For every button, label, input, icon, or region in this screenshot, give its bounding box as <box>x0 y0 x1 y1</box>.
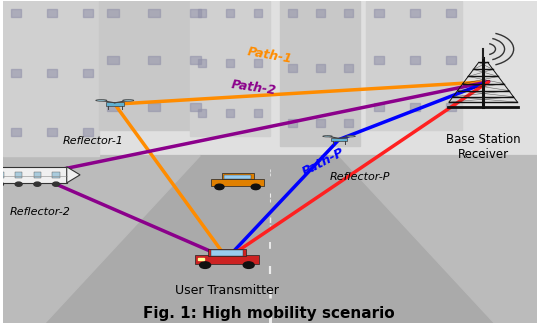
Bar <box>0 167 67 183</box>
Bar <box>195 256 259 264</box>
Bar <box>107 9 118 17</box>
Bar <box>366 1 462 130</box>
Bar <box>11 9 21 17</box>
Bar <box>189 103 201 110</box>
Bar <box>344 64 353 72</box>
Circle shape <box>53 182 60 186</box>
Bar <box>198 258 204 260</box>
Bar <box>344 119 353 127</box>
Bar <box>253 109 263 117</box>
Bar <box>316 9 325 17</box>
Bar <box>316 119 325 127</box>
Bar <box>211 179 264 186</box>
Text: Reflector-2: Reflector-2 <box>10 207 70 217</box>
Bar <box>3 1 99 156</box>
Bar <box>106 102 124 106</box>
Bar <box>197 9 207 17</box>
Bar <box>47 69 57 77</box>
Bar <box>148 9 160 17</box>
Polygon shape <box>67 167 80 183</box>
Bar <box>99 1 206 130</box>
Text: Reflector-P: Reflector-P <box>330 172 391 182</box>
Circle shape <box>0 182 3 186</box>
Bar <box>0 172 4 178</box>
Bar <box>374 9 384 17</box>
Bar <box>225 109 235 117</box>
Text: Base Station
Receiver: Base Station Receiver <box>446 133 521 161</box>
Circle shape <box>15 182 22 186</box>
Bar <box>83 69 93 77</box>
Bar <box>316 64 325 72</box>
Bar <box>189 9 201 17</box>
Bar <box>189 56 201 64</box>
Bar <box>331 138 346 141</box>
Circle shape <box>243 262 254 268</box>
Bar <box>33 172 41 178</box>
Bar <box>253 59 263 67</box>
Bar <box>197 109 207 117</box>
Circle shape <box>251 184 260 190</box>
Bar <box>446 9 456 17</box>
Bar <box>374 56 384 64</box>
Bar <box>410 9 420 17</box>
Ellipse shape <box>346 135 356 137</box>
Circle shape <box>215 184 224 190</box>
Bar <box>374 103 384 110</box>
Bar <box>224 175 251 179</box>
Text: Path-1: Path-1 <box>246 46 293 66</box>
Bar <box>83 9 93 17</box>
Bar <box>344 9 353 17</box>
Bar <box>83 128 93 136</box>
Polygon shape <box>3 156 200 323</box>
Bar <box>47 9 57 17</box>
Bar <box>11 69 21 77</box>
Bar <box>11 128 21 136</box>
Bar <box>288 64 297 72</box>
Bar <box>288 119 297 127</box>
Bar <box>189 1 270 136</box>
Bar <box>211 250 243 256</box>
Text: Path-2: Path-2 <box>230 78 277 98</box>
Bar <box>47 128 57 136</box>
Polygon shape <box>3 1 536 156</box>
Ellipse shape <box>123 99 134 101</box>
Bar <box>148 103 160 110</box>
Bar <box>410 103 420 110</box>
Bar <box>208 249 246 256</box>
Circle shape <box>200 262 210 268</box>
Polygon shape <box>45 156 494 323</box>
Ellipse shape <box>96 99 107 101</box>
Bar <box>253 9 263 17</box>
Bar <box>446 103 456 110</box>
Bar <box>225 9 235 17</box>
Bar <box>410 56 420 64</box>
Bar <box>52 172 60 178</box>
Bar <box>107 103 118 110</box>
Circle shape <box>34 182 41 186</box>
Bar <box>107 56 118 64</box>
Bar <box>288 9 297 17</box>
Bar <box>446 56 456 64</box>
Text: Reflector-1: Reflector-1 <box>63 136 124 146</box>
Bar <box>148 56 160 64</box>
Bar <box>225 59 235 67</box>
Bar <box>280 1 360 146</box>
Text: Path-P: Path-P <box>300 145 346 179</box>
Ellipse shape <box>323 135 332 137</box>
Text: User Transmitter: User Transmitter <box>175 284 279 297</box>
Polygon shape <box>339 156 536 323</box>
Bar <box>197 59 207 67</box>
Bar <box>15 172 23 178</box>
Bar <box>222 173 253 179</box>
Text: Fig. 1: High mobility scenario: Fig. 1: High mobility scenario <box>143 306 395 321</box>
